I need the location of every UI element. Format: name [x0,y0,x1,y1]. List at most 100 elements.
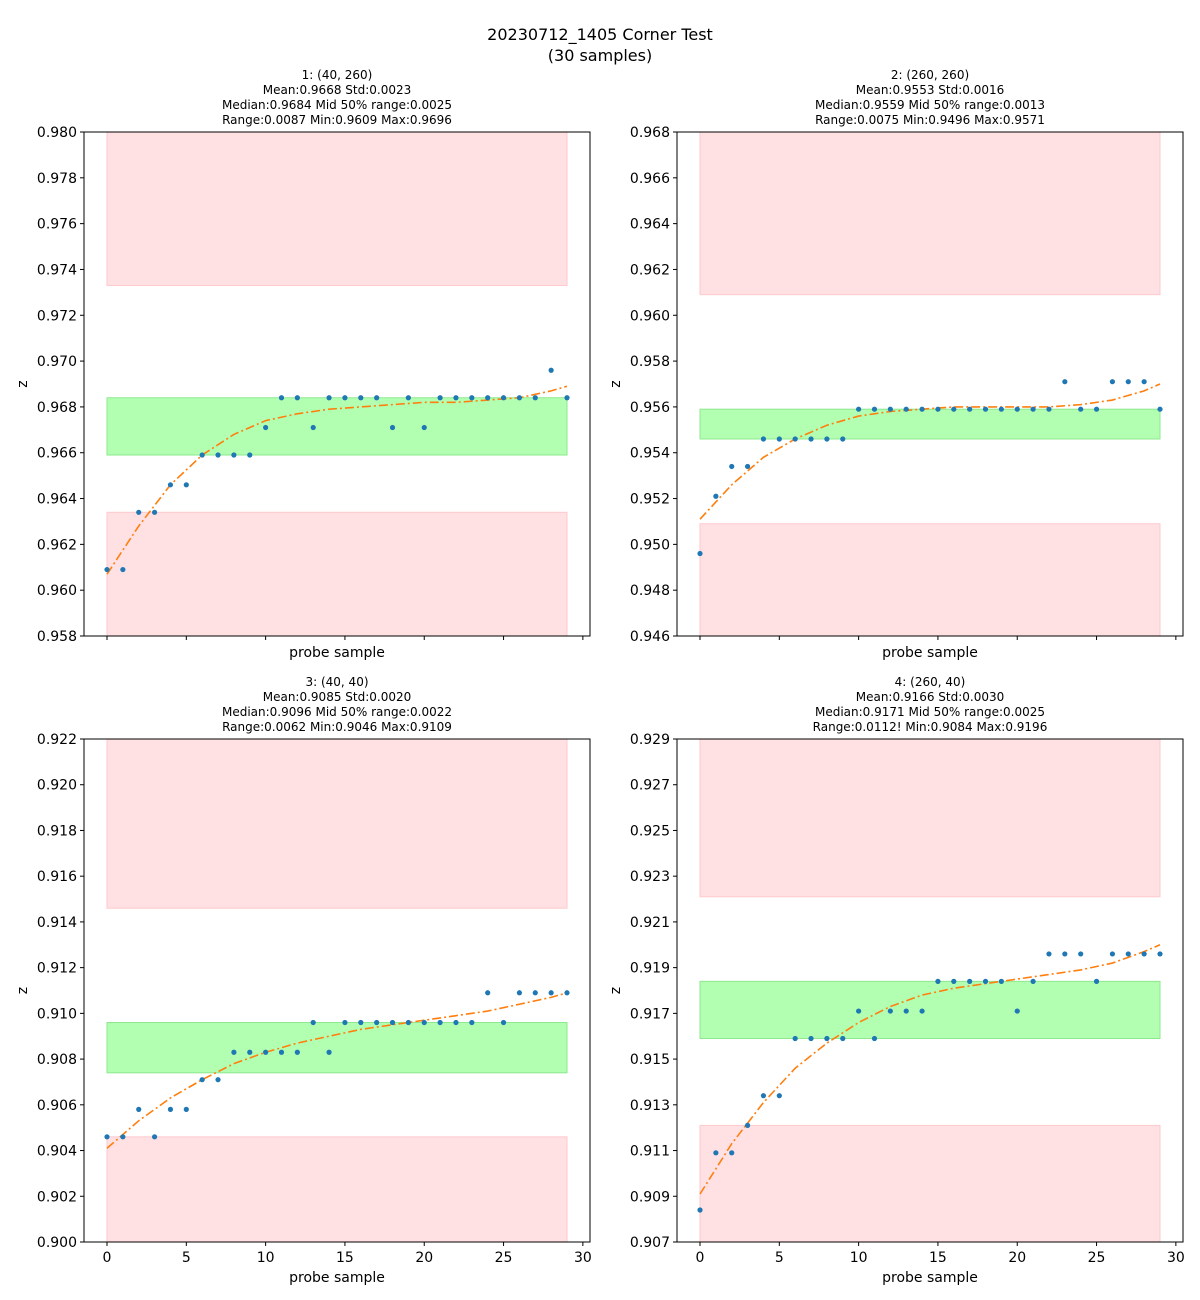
y-tick-label: 0.907 [630,1235,670,1251]
data-point [760,436,767,442]
data-point [1046,951,1052,957]
data-point [516,395,523,401]
x-tick-label: 10 [257,1250,275,1266]
axes-frame [83,738,591,1243]
y-tick-label: 0.909 [630,1189,670,1205]
data-point [199,1077,205,1083]
data-point [183,1106,189,1112]
tolerance-band-bad [699,1124,1161,1243]
chart-title-line: 2: (260, 260) [891,68,969,82]
tolerance-band-bad [106,1136,568,1243]
data-point [389,1019,396,1026]
data-point [104,566,110,573]
x-tick-label: 0 [103,1250,112,1266]
y-tick-label: 0.966 [37,446,77,462]
figure-title-line2: (30 samples) [548,46,652,65]
y-tick-label: 0.921 [630,915,670,931]
y-tick-label: 0.952 [630,492,670,508]
tolerance-band-bad [106,738,568,909]
y-tick-label: 0.974 [37,262,77,278]
data-point [887,1008,893,1014]
y-axis-label: z [608,380,624,387]
data-point [453,1019,459,1026]
data-point [120,1134,126,1140]
data-point [998,978,1004,984]
tolerance-band-ok [699,980,1161,1040]
data-point [919,1008,925,1014]
x-axis-label: probe sample [882,1270,978,1286]
y-tick-label: 0.929 [630,732,670,748]
data-point [1141,379,1147,385]
data-point [697,550,703,557]
data-point [1141,951,1147,957]
data-point [1093,406,1100,412]
data-point [697,1207,703,1213]
data-point [982,978,989,984]
data-point [516,990,523,996]
data-point [167,1106,174,1112]
data-point [453,395,459,401]
x-tick-label: 20 [415,1250,433,1266]
data-point [199,452,205,458]
data-point [1014,406,1020,412]
y-tick-label: 0.918 [37,823,77,839]
data-point [951,978,957,984]
y-tick-label: 0.954 [630,446,670,462]
data-point [247,1049,253,1055]
y-tick-label: 0.923 [630,869,670,885]
y-tick-label: 0.925 [630,823,670,839]
x-tick-label: 30 [1167,1250,1185,1266]
data-point [278,395,285,401]
data-point [824,436,830,442]
data-point [1157,951,1163,957]
subplot-grid: 1: (40, 260)Mean:0.9668 Std:0.0023Median… [15,68,1185,1286]
data-point [247,452,253,458]
y-tick-label: 0.960 [630,308,670,324]
data-point [951,406,957,412]
data-point [1014,1008,1020,1014]
y-tick-label: 0.964 [630,217,670,233]
data-point [824,1035,830,1042]
tolerance-band-ok [106,397,568,456]
fit-curve [699,944,1161,1195]
data-point [215,452,221,458]
tolerance-band-ok [106,1022,568,1074]
data-point [713,1150,719,1156]
x-tick-label: 0 [696,1250,705,1266]
tolerance-band-bad [106,511,568,637]
y-tick-label: 0.908 [37,1052,77,1068]
y-axis-label: z [15,380,31,387]
data-point [469,1019,475,1026]
y-tick-label: 0.958 [37,629,77,645]
data-point [485,395,491,401]
data-point [294,1049,300,1055]
data-point [278,1049,285,1055]
chart-title-line: Median:0.9559 Mid 50% range:0.0013 [815,98,1045,112]
chart-title-line: Mean:0.9668 Std:0.0023 [263,83,412,97]
data-point [1046,406,1052,412]
data-point [744,1122,751,1128]
data-point [374,1019,380,1026]
data-point [485,990,491,996]
data-point [500,1019,507,1026]
y-tick-label: 0.916 [37,869,77,885]
data-point [776,1093,782,1099]
y-tick-label: 0.958 [630,354,670,370]
x-tick-label: 15 [336,1250,354,1266]
x-axis-label: probe sample [289,1270,385,1286]
data-point [167,482,174,488]
axes-frame [676,131,1184,637]
data-point [1030,978,1036,984]
data-point [532,990,538,996]
data-point [437,395,443,401]
chart-title-line: 4: (260, 40) [895,675,966,689]
data-point [326,395,332,401]
data-point [1125,951,1131,957]
data-point [840,436,846,442]
data-point [729,463,735,470]
y-tick-label: 0.917 [630,1006,670,1022]
y-tick-label: 0.915 [630,1052,670,1068]
data-point [548,367,554,373]
data-point [437,1019,443,1026]
